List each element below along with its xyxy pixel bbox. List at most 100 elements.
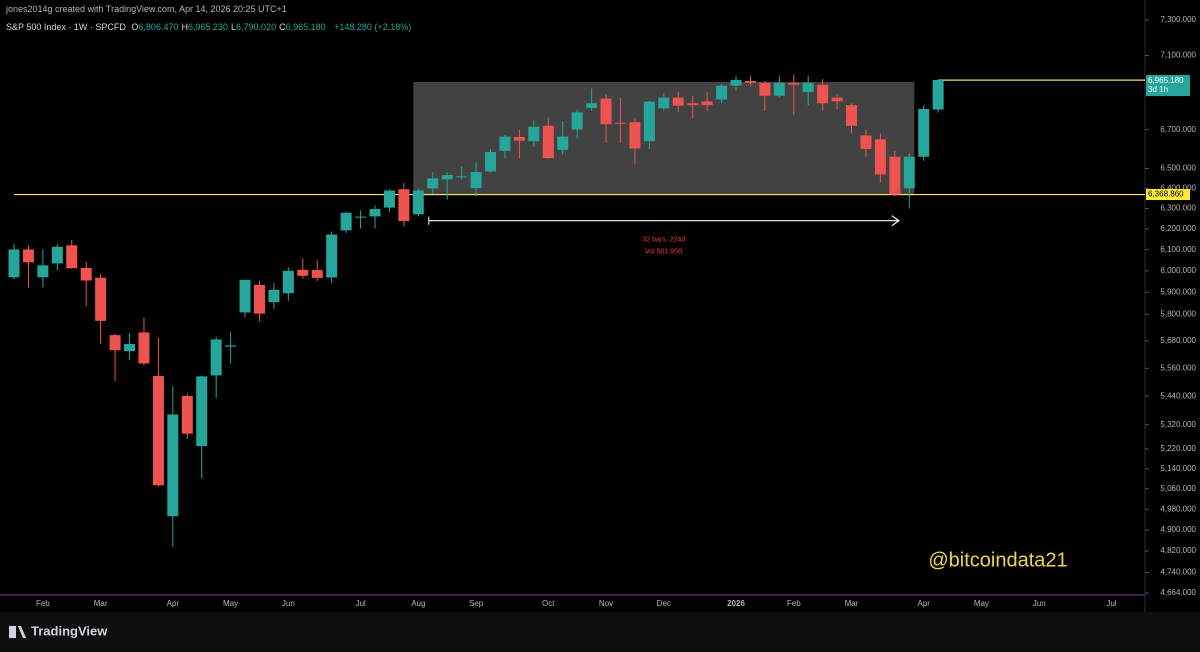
x-tick-label: Mar bbox=[94, 599, 108, 608]
candle-body bbox=[860, 135, 872, 149]
candle-body bbox=[846, 105, 858, 126]
y-tick-label: 6,200.000 bbox=[1160, 224, 1196, 233]
candle-body bbox=[716, 85, 728, 100]
candle-body bbox=[8, 249, 20, 278]
candle-body bbox=[311, 270, 323, 278]
footer-bg bbox=[0, 612, 1200, 652]
candle-body bbox=[412, 190, 424, 215]
y-tick-label: 5,560.000 bbox=[1160, 363, 1196, 372]
y-tick-label: 4,820.000 bbox=[1160, 546, 1196, 555]
candle-body bbox=[687, 103, 699, 106]
candle-body bbox=[586, 103, 598, 108]
y-tick-label: 5,220.000 bbox=[1160, 444, 1196, 453]
last-price: 6,965.180 bbox=[1148, 76, 1184, 85]
candle-body bbox=[441, 174, 453, 180]
ohlc-key: O bbox=[131, 22, 139, 32]
x-tick-label: Jul bbox=[355, 599, 365, 608]
y-tick-label: 6,400.000 bbox=[1160, 183, 1196, 192]
candle-body bbox=[22, 249, 34, 263]
candle-body bbox=[773, 82, 785, 96]
candle-body bbox=[903, 156, 915, 189]
x-tick-label: Oct bbox=[542, 599, 555, 608]
countdown: 3d 1h bbox=[1148, 85, 1168, 94]
y-tick-label: 5,140.000 bbox=[1160, 464, 1196, 473]
candle-body bbox=[643, 101, 655, 142]
watermark: @bitcoindata21 bbox=[928, 549, 1067, 571]
candle-body bbox=[138, 332, 150, 364]
candle-body bbox=[253, 285, 265, 314]
candle-body bbox=[124, 343, 136, 352]
ohlc-key: C bbox=[279, 22, 286, 32]
candle-body bbox=[239, 279, 251, 313]
last-price-bg bbox=[1146, 75, 1190, 97]
candle-body bbox=[672, 97, 684, 106]
price-label: 6,368.860 bbox=[1148, 190, 1184, 199]
footer-brand: TradingView bbox=[31, 623, 108, 638]
candle-body bbox=[210, 339, 222, 376]
y-tick-label: 6,500.000 bbox=[1160, 164, 1196, 173]
y-tick-label: 5,900.000 bbox=[1160, 287, 1196, 296]
candle-body bbox=[701, 101, 713, 106]
x-tick-label: Dec bbox=[657, 599, 671, 608]
plot-area: 32 bars, 224d Vol 501.95B bbox=[8, 74, 1145, 548]
change: +148.280 (+2.18%) bbox=[334, 22, 412, 32]
y-tick-label: 6,000.000 bbox=[1160, 266, 1196, 275]
candle-body bbox=[37, 265, 49, 278]
candle-body bbox=[802, 82, 814, 93]
symbol: S&P 500 Index · 1W · SPCFD bbox=[6, 22, 126, 32]
candle-body bbox=[788, 82, 800, 85]
y-tick-label: 4,664.000 bbox=[1160, 588, 1196, 597]
candle-body bbox=[744, 81, 756, 83]
candle-body bbox=[614, 122, 626, 124]
ohlc-value: 6,790.020 bbox=[236, 22, 277, 32]
candle-body bbox=[759, 82, 771, 96]
candle-body bbox=[817, 84, 829, 104]
candle-body bbox=[398, 189, 410, 222]
candle-body bbox=[889, 156, 901, 195]
y-tick-label: 7,300.000 bbox=[1160, 15, 1196, 24]
y-tick-label: 5,440.000 bbox=[1160, 391, 1196, 400]
candle-body bbox=[355, 216, 367, 218]
candle-body bbox=[196, 376, 208, 447]
candle-body bbox=[831, 97, 843, 102]
candle-body bbox=[225, 345, 237, 347]
ohlc-value: 6,806.470 bbox=[138, 22, 179, 32]
candle-body bbox=[181, 395, 193, 434]
x-tick-label: Nov bbox=[599, 599, 613, 608]
candle-body bbox=[600, 98, 612, 125]
price-axis-bg bbox=[1145, 0, 1200, 612]
x-tick-label: Apr bbox=[167, 599, 180, 608]
y-tick-label: 5,320.000 bbox=[1160, 420, 1196, 429]
y-tick-label: 6,300.000 bbox=[1160, 204, 1196, 213]
candle-body bbox=[528, 126, 540, 142]
price-label-bg bbox=[1146, 189, 1190, 201]
y-tick-label: 6,100.000 bbox=[1160, 245, 1196, 254]
candle-body bbox=[658, 97, 670, 109]
candle-body bbox=[109, 335, 121, 351]
candle-body bbox=[152, 375, 164, 486]
ohlc-key: L bbox=[231, 22, 237, 32]
y-tick-label: 6,700.000 bbox=[1160, 125, 1196, 134]
candle-body bbox=[427, 178, 439, 189]
x-tick-label: May bbox=[223, 599, 238, 608]
candle-body bbox=[369, 209, 381, 217]
x-tick-label: Aug bbox=[411, 599, 425, 608]
candle-body bbox=[932, 80, 944, 110]
x-tick-label: May bbox=[974, 599, 989, 608]
credit: jones2014g created with TradingView.com,… bbox=[6, 4, 287, 14]
measure-text: 32 bars, 224d bbox=[642, 237, 685, 244]
candle-body bbox=[282, 270, 294, 294]
x-tick-label: Jun bbox=[282, 599, 295, 608]
candle-body bbox=[95, 277, 107, 321]
candle-body bbox=[485, 152, 497, 172]
x-tick-label: Jun bbox=[1033, 599, 1046, 608]
candle-body bbox=[326, 234, 338, 278]
candle-body bbox=[80, 267, 92, 281]
legend-row: S&P 500 Index · 1W · SPCFD O6,806.470 H6,… bbox=[6, 22, 414, 32]
y-tick-label: 4,980.000 bbox=[1160, 504, 1196, 513]
candle-body bbox=[874, 139, 886, 175]
y-tick-label: 7,100.000 bbox=[1160, 51, 1196, 60]
candle-body bbox=[571, 112, 583, 130]
candle-body bbox=[557, 136, 569, 150]
candle-body bbox=[730, 79, 742, 86]
